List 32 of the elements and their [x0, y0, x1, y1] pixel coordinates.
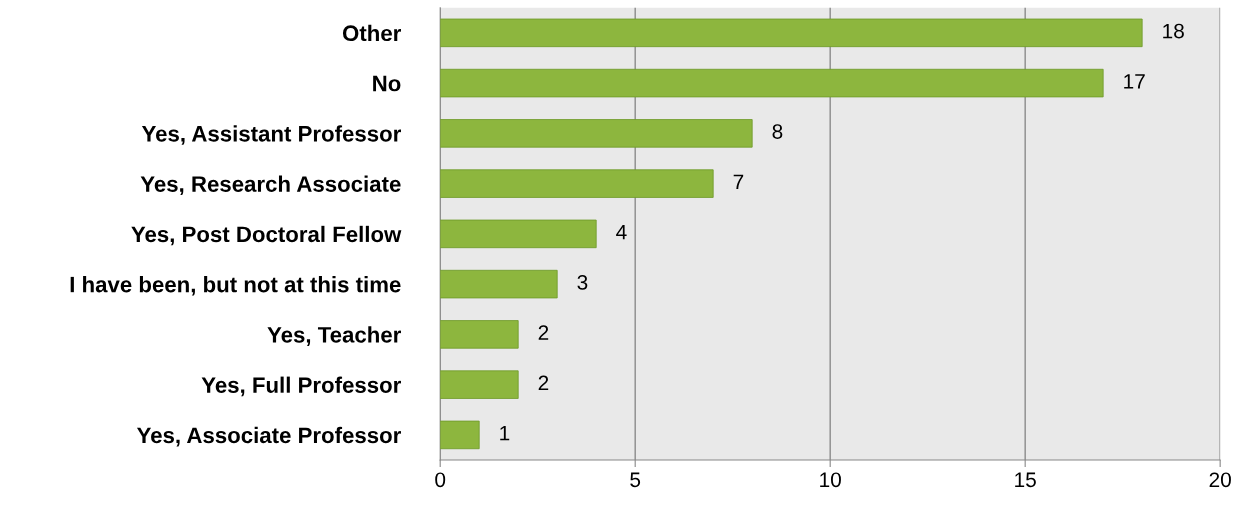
y-tick-label: Yes, Associate Professor: [136, 426, 401, 447]
bar: [440, 219, 597, 249]
x-tick-label: 20: [1209, 472, 1231, 488]
bar: [440, 370, 519, 399]
bar: [440, 269, 558, 299]
bar: [440, 119, 753, 148]
y-tick-label: Yes, Post Doctoral Fellow: [131, 225, 402, 246]
y-tick-label: No: [373, 75, 401, 92]
y-tick-label: Yes, Teacher: [267, 326, 401, 346]
data-label: 3: [577, 274, 588, 290]
y-tick-label: Yes, Full Professor: [201, 376, 401, 397]
x-tick-label: 0: [435, 472, 446, 488]
x-tick-label: 5: [630, 472, 641, 488]
data-label: 8: [772, 124, 783, 139]
data-label: 18: [1163, 23, 1184, 39]
y-tick-label: Other: [342, 24, 401, 42]
bar: [440, 169, 714, 198]
y-tick-label: Yes, Assistant Professor: [141, 125, 401, 145]
y-tick-label: Yes, Research Associate: [140, 175, 401, 196]
data-label: 7: [733, 174, 744, 189]
data-label: 1: [500, 425, 510, 441]
data-label: 17: [1124, 74, 1145, 89]
data-label: 2: [538, 325, 549, 340]
data-label: 2: [538, 375, 549, 391]
x-tick-label: 15: [1015, 472, 1036, 488]
x-tick-label: 10: [820, 472, 841, 488]
bar: [440, 68, 1104, 98]
data-label: 4: [616, 224, 627, 240]
y-tick-label: I have been, but not at this time: [70, 276, 401, 296]
bar: [440, 420, 480, 450]
bar: [440, 18, 1143, 48]
bar: [440, 320, 519, 349]
